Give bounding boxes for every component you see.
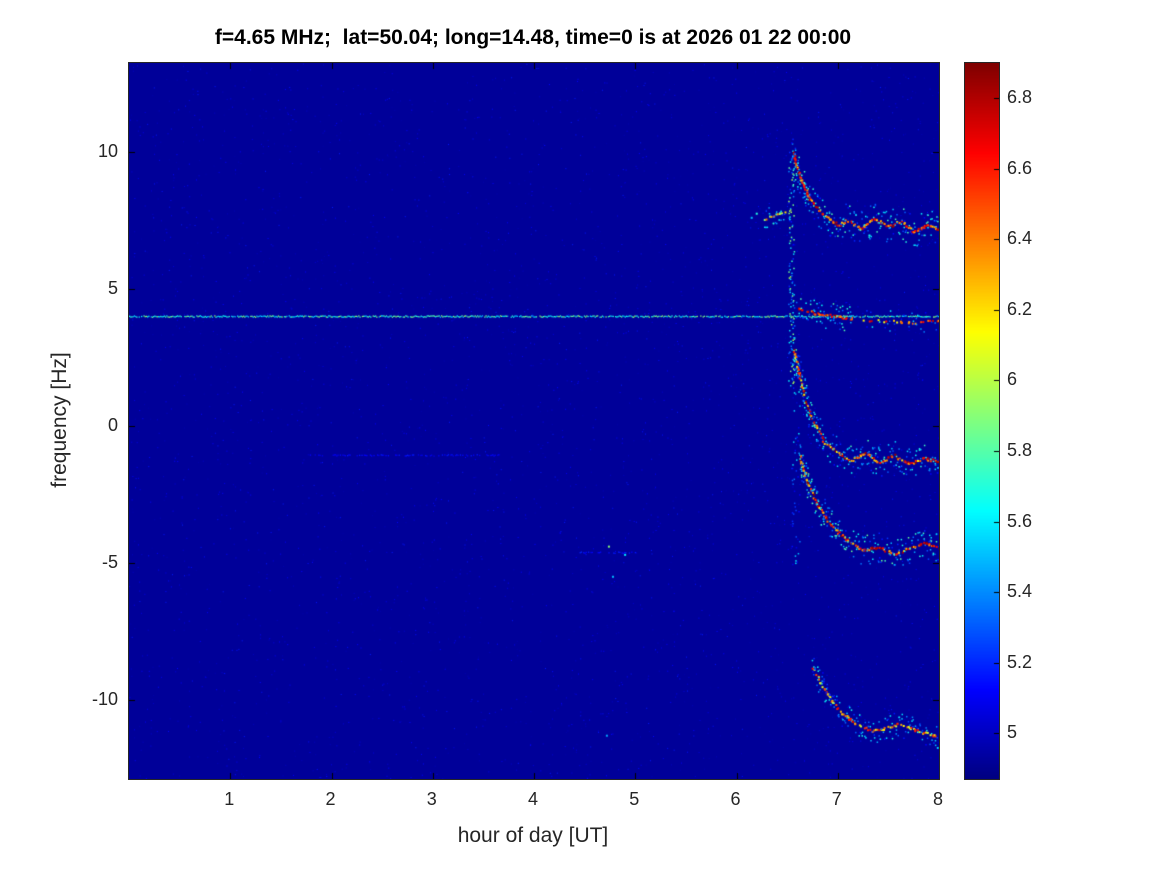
colorbar-tick-label: 5.8 [1007, 439, 1033, 460]
colorbar-tick-label: 6.8 [1007, 87, 1033, 108]
x-tick-label: 7 [831, 789, 842, 809]
x-tick-label: 4 [527, 789, 538, 809]
x-tick-label: 2 [325, 789, 336, 809]
x-tick-label: 5 [629, 789, 640, 809]
x-tick-label: 1 [224, 789, 235, 809]
chart-title: f=4.65 MHz; lat=50.04; long=14.48, time=… [214, 26, 852, 49]
spectrogram-plot [128, 62, 940, 780]
y-tick-label: 0 [107, 415, 118, 436]
colorbar-tick-label: 5.2 [1007, 651, 1033, 672]
y-tick-label: -5 [101, 552, 118, 573]
y-tick-label: 5 [107, 278, 118, 299]
colorbar-tick-label: 6 [1007, 369, 1018, 390]
colorbar [964, 62, 1000, 780]
colorbar-tick-label: 6.2 [1007, 298, 1033, 319]
colorbar-tick-label: 6.4 [1007, 228, 1033, 249]
colorbar-tick-label: 5 [1007, 722, 1018, 743]
colorbar-tick-label: 6.6 [1007, 157, 1033, 178]
x-axis-label: hour of day [UT] [457, 824, 609, 847]
colorbar-tick-label: 5.6 [1007, 510, 1033, 531]
x-tick-label: 8 [932, 789, 943, 809]
y-tick-label: -10 [91, 689, 118, 710]
x-tick-label: 3 [426, 789, 437, 809]
colorbar-tick-label: 5.4 [1007, 581, 1033, 602]
x-tick-label: 6 [730, 789, 741, 809]
y-tick-label: 10 [97, 141, 118, 162]
